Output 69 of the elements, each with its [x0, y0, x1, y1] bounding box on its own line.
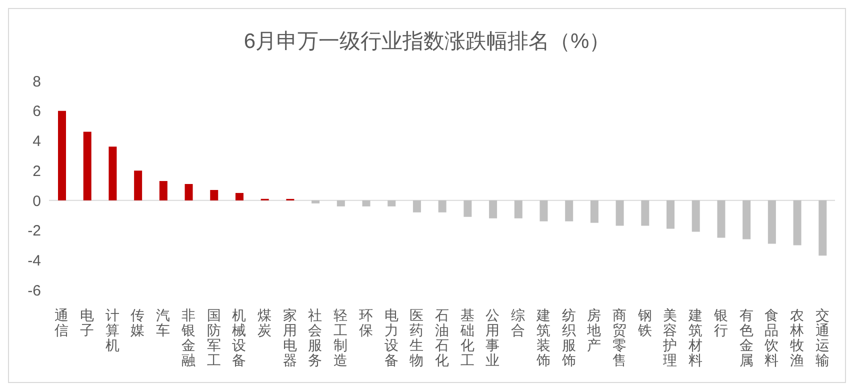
x-tick-label: 商贸零售 — [612, 307, 626, 368]
bar — [438, 200, 446, 212]
x-tick-label: 银行 — [712, 307, 728, 338]
x-tick-label: 农林牧渔 — [788, 307, 804, 368]
bar — [362, 200, 370, 206]
bar — [768, 200, 776, 244]
x-tick-label: 国防军工 — [206, 307, 221, 368]
x-tick-label: 公用事业 — [486, 307, 500, 368]
bar — [312, 200, 320, 204]
bar — [565, 200, 574, 222]
y-tick-label: 0 — [32, 192, 41, 210]
bar — [489, 200, 498, 218]
y-tick-label: 6 — [32, 103, 41, 120]
x-tick-label: 轻工制造 — [334, 307, 348, 368]
x-tick-label: 医药生物 — [410, 307, 424, 368]
x-tick-label: 电力设备 — [384, 307, 398, 368]
x-tick-label: 交通运输 — [815, 307, 830, 368]
bar — [159, 181, 168, 200]
bar — [134, 170, 142, 200]
y-tick-label: -4 — [28, 252, 41, 270]
bar — [235, 192, 244, 200]
bar — [412, 200, 421, 212]
bar — [336, 200, 345, 206]
bar — [590, 200, 598, 223]
bar — [616, 200, 624, 226]
x-tick-label: 传媒 — [130, 307, 145, 338]
x-tick-label: 社会服务 — [308, 307, 322, 368]
y-tick-label: -2 — [28, 222, 41, 240]
x-tick-label: 钢铁 — [636, 307, 652, 338]
x-tick-label: 建筑装饰 — [535, 307, 550, 368]
bar — [464, 200, 472, 217]
x-tick-label: 石油石化 — [435, 307, 449, 368]
bar — [692, 200, 700, 232]
bar — [742, 200, 751, 240]
bar — [514, 200, 522, 218]
x-tick-label: 通信 — [54, 307, 69, 338]
y-tick-label: 2 — [32, 162, 41, 180]
bar — [58, 110, 66, 200]
x-tick-label: 美容护理 — [662, 307, 678, 368]
bar — [388, 200, 396, 206]
x-tick-label: 电子 — [80, 307, 94, 338]
bar — [717, 200, 726, 238]
bar — [184, 184, 193, 200]
x-tick-label: 有色金属 — [739, 307, 754, 368]
bar — [83, 132, 92, 200]
bar — [666, 200, 675, 229]
bar — [210, 190, 218, 200]
y-tick-label: -6 — [28, 282, 41, 300]
x-tick-label: 食品饮料 — [764, 307, 779, 368]
bar — [641, 200, 650, 226]
x-tick-label: 基础化工 — [459, 307, 474, 368]
x-tick-label: 家用电器 — [282, 307, 297, 368]
y-tick-label: 8 — [32, 73, 41, 90]
x-tick-label: 房地产 — [586, 307, 602, 353]
y-tick-label: 4 — [32, 133, 41, 150]
x-tick-label: 机械设备 — [232, 307, 246, 368]
chart-title: 6月申万一级行业指数涨跌幅排名（%） — [242, 29, 612, 55]
x-tick-label: 综合 — [511, 307, 526, 338]
bar — [818, 200, 827, 256]
x-tick-label: 非银金融 — [180, 307, 196, 368]
bar — [540, 200, 548, 222]
bar — [108, 146, 117, 200]
x-tick-label: 纺织服饰 — [560, 307, 576, 368]
bar — [793, 200, 802, 246]
x-tick-label: 建筑材料 — [688, 307, 703, 368]
x-tick-label: 环保 — [358, 307, 373, 338]
x-tick-label: 汽车 — [156, 307, 170, 338]
x-tick-label: 煤炭 — [258, 307, 272, 338]
x-tick-label: 计算机 — [105, 307, 120, 353]
